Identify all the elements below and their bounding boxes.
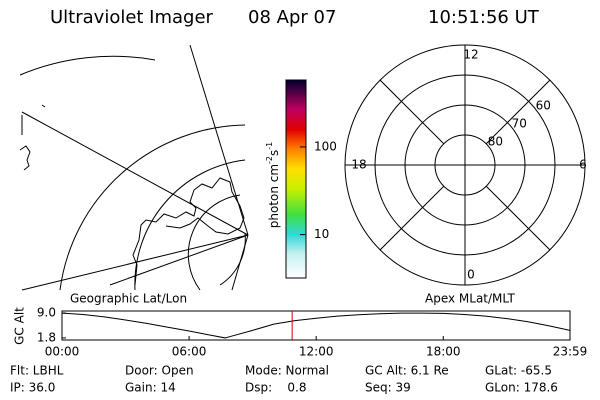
x-tick-label: 23:59 (553, 345, 588, 359)
x-tick-label: 18:00 (426, 345, 461, 359)
title: Ultraviolet Imager (50, 7, 214, 28)
y-tick-label: 9.0 (37, 306, 56, 320)
info: GLat: -65.5 (485, 364, 552, 378)
x-tick-label: 12:00 (299, 345, 334, 359)
altitude-line (61, 312, 571, 339)
info: Seq: 39 (365, 381, 411, 395)
alt-frame (61, 310, 571, 341)
mlt-spoke (379, 79, 445, 145)
y-tick-label: 1.8 (37, 330, 56, 344)
x-tick-label: 00:00 (45, 345, 80, 359)
lat-label: 70 (512, 117, 527, 131)
lat-label: 80 (488, 135, 503, 149)
date: 08 Apr 07 (248, 7, 336, 28)
panel-label: Geographic Lat/Lon (70, 292, 187, 306)
info: Flt: LBHL (10, 364, 64, 378)
x-tick-label: 06:00 (172, 345, 207, 359)
colorbar (285, 79, 307, 279)
info: GC Alt: 6.1 Re (365, 364, 449, 378)
info: Mode: Normal (245, 364, 329, 378)
unit: photon cm (267, 164, 281, 228)
mlt-spoke (379, 185, 445, 251)
info: IP: 36.0 (10, 381, 55, 395)
lat-label: 60 (536, 99, 551, 113)
info: Dsp: 0.8 (245, 381, 307, 395)
mlt-spoke (485, 79, 551, 145)
info: GLon: 178.6 (485, 381, 558, 395)
info: Gain: 14 (125, 381, 176, 395)
unit-exp: -2 (265, 156, 274, 164)
tick-label: 100 (314, 139, 337, 153)
panel-label: Apex MLat/MLT (425, 292, 515, 306)
mlt-label: 6 (579, 158, 587, 172)
tick-label: 10 (314, 227, 329, 241)
info: Door: Open (125, 364, 194, 378)
unit-exp: -1 (265, 142, 274, 150)
time: 10:51:56 UT (428, 7, 540, 28)
mlt-spoke (485, 185, 551, 251)
geo-map (19, 44, 249, 291)
mlt-label: 18 (351, 158, 366, 172)
mlt-label: 0 (467, 268, 475, 282)
mlt-label: 12 (463, 48, 478, 62)
unit: s (267, 150, 281, 156)
colorbar-label: photon cm-2s-1 (265, 142, 281, 229)
y-label: GC Alt (13, 307, 27, 345)
